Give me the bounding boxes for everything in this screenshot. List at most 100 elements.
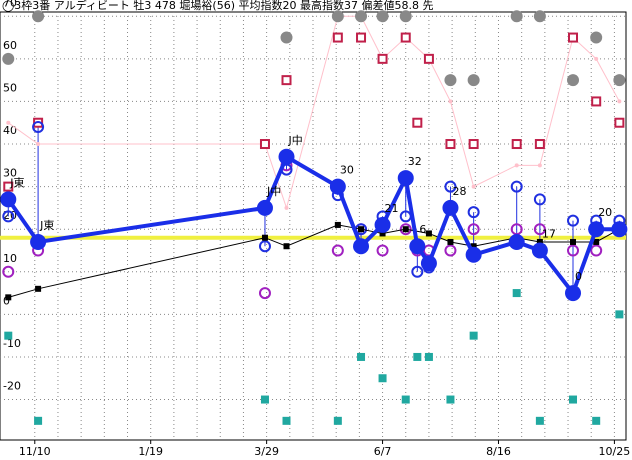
point <box>613 74 626 87</box>
point-label: 20 <box>598 206 612 219</box>
chart-title: ◯3枠3番 アルディビート 牡3 478 堀場裕(56) 平均指数20 最高指数… <box>2 0 433 12</box>
point <box>329 178 346 195</box>
point <box>420 255 437 272</box>
point <box>32 10 45 23</box>
point <box>356 32 367 43</box>
point-label: 32 <box>408 155 422 168</box>
point <box>32 120 45 133</box>
point <box>469 331 478 340</box>
y-tick-label: 30 <box>3 167 17 180</box>
point <box>334 221 341 228</box>
point <box>510 180 523 193</box>
point <box>260 395 269 404</box>
point-label: 28 <box>452 185 466 198</box>
point <box>358 226 365 233</box>
x-tick-label: 11/10 <box>19 445 51 458</box>
point <box>400 32 411 43</box>
point <box>508 233 525 250</box>
point <box>442 199 459 216</box>
point <box>444 180 457 193</box>
point <box>36 142 41 147</box>
point <box>331 10 344 23</box>
point <box>425 230 432 237</box>
point <box>378 374 387 383</box>
point <box>376 10 389 23</box>
point <box>402 226 409 233</box>
point <box>332 32 343 43</box>
point <box>3 181 14 192</box>
point <box>30 233 47 250</box>
point <box>567 214 580 227</box>
point <box>331 244 344 257</box>
point <box>446 395 455 404</box>
point <box>261 234 268 241</box>
point <box>614 117 625 128</box>
point <box>467 206 480 219</box>
point <box>465 246 482 263</box>
y-tick-label: 10 <box>3 252 17 265</box>
point <box>535 416 544 425</box>
point-label: 17 <box>542 227 556 240</box>
point <box>34 416 43 425</box>
point <box>411 265 424 278</box>
point <box>570 238 577 245</box>
y-tick-label: 0 <box>3 294 10 307</box>
point <box>399 10 412 23</box>
point <box>357 352 366 361</box>
point <box>401 395 410 404</box>
point <box>534 139 545 150</box>
point <box>615 310 624 319</box>
point <box>591 96 602 107</box>
point <box>533 10 546 23</box>
x-tick-label: 6/7 <box>374 445 392 458</box>
point <box>413 352 422 361</box>
series-line <box>8 224 620 298</box>
point <box>470 243 477 250</box>
point <box>377 53 388 64</box>
point <box>533 193 546 206</box>
point <box>565 285 582 302</box>
point <box>444 244 457 257</box>
point <box>283 243 290 250</box>
point <box>510 10 523 23</box>
point <box>2 52 15 65</box>
point-label: 30 <box>340 164 354 177</box>
point <box>533 223 546 236</box>
point <box>35 285 42 292</box>
y-tick-label: 40 <box>3 124 17 137</box>
point <box>468 139 479 150</box>
point <box>258 287 271 300</box>
point-label: 21 <box>385 202 399 215</box>
point <box>444 74 457 87</box>
point <box>567 244 580 257</box>
point <box>280 31 293 44</box>
x-tick-label: 3/29 <box>254 445 279 458</box>
point <box>590 244 603 257</box>
point <box>536 238 543 245</box>
point <box>409 238 426 255</box>
point <box>590 31 603 44</box>
point <box>278 148 295 165</box>
point <box>592 416 601 425</box>
point <box>5 294 12 301</box>
point <box>376 244 389 257</box>
point <box>424 352 433 361</box>
point <box>512 289 521 298</box>
point <box>6 120 11 125</box>
x-tick-label: 1/19 <box>138 445 163 458</box>
point-label: J東 <box>39 219 54 232</box>
point <box>514 163 519 168</box>
point <box>611 221 628 238</box>
point <box>471 184 476 189</box>
point <box>568 32 579 43</box>
point <box>531 242 548 259</box>
point <box>353 238 370 255</box>
x-tick-label: 8/16 <box>486 445 511 458</box>
y-tick-label: 70 <box>3 0 17 9</box>
point <box>4 331 13 340</box>
point <box>355 10 368 23</box>
point <box>379 230 386 237</box>
y-tick-label: -10 <box>3 337 21 350</box>
point <box>2 265 15 278</box>
